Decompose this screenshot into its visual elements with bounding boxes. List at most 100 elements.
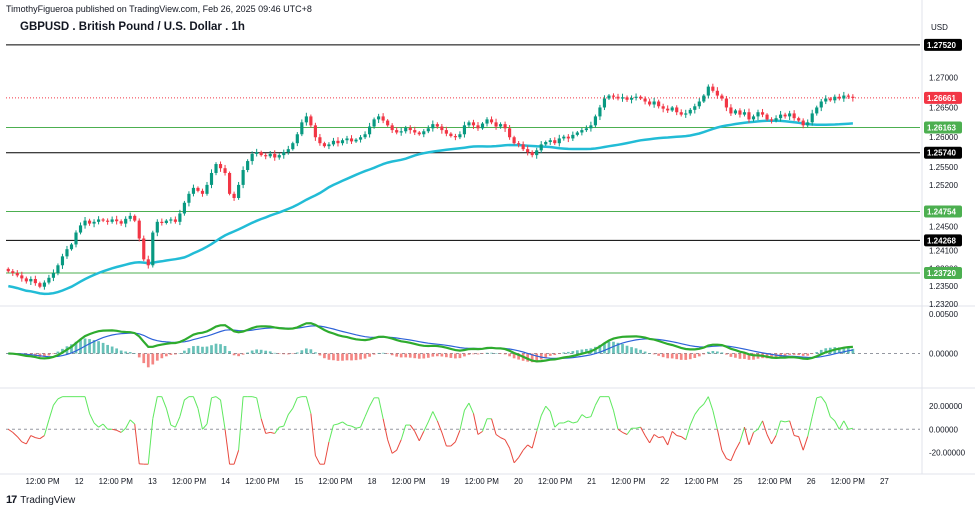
- price-level-tag: [924, 234, 962, 247]
- candle-body: [259, 152, 263, 156]
- oscillator-segment: [522, 444, 529, 451]
- x-tick-label: 12:00 PM: [318, 477, 353, 486]
- oscillator-segment: [202, 423, 208, 430]
- histogram-bar: [386, 353, 390, 355]
- histogram-bar: [350, 353, 353, 361]
- oscillator-segment: [360, 416, 366, 428]
- histogram-bar: [354, 353, 358, 361]
- candle-body: [652, 101, 656, 105]
- histogram-bar: [264, 350, 268, 354]
- candle-body: [589, 125, 593, 129]
- candle-body: [246, 161, 250, 170]
- histogram-bar: [607, 341, 611, 354]
- candle-body: [517, 143, 521, 145]
- oscillator-segment: [134, 423, 140, 464]
- candle-body: [223, 168, 227, 173]
- candle-body: [765, 114, 769, 120]
- candle-body: [110, 219, 114, 222]
- histogram-bar: [74, 341, 78, 354]
- histogram-bar: [666, 353, 670, 359]
- oscillator-segment: [802, 436, 809, 451]
- candle-body: [666, 108, 670, 111]
- histogram-bar: [463, 353, 466, 357]
- histogram-bar: [399, 353, 403, 358]
- histogram-bar: [341, 353, 344, 361]
- oscillator-segment: [378, 397, 384, 419]
- candle-body: [29, 278, 33, 282]
- candle-body: [440, 126, 444, 131]
- candle-body: [137, 220, 141, 239]
- histogram-bar: [625, 345, 629, 354]
- candle-body: [679, 112, 683, 115]
- candle-body: [575, 132, 579, 135]
- oscillator-segment: [757, 420, 763, 430]
- candle-body: [625, 97, 629, 100]
- oscillator-segment: [640, 426, 646, 436]
- histogram-bar: [693, 353, 697, 358]
- histogram-bar: [304, 348, 308, 354]
- oscillator-segment: [39, 435, 45, 440]
- histogram-bar: [417, 353, 421, 359]
- candle-body: [268, 153, 272, 157]
- price-level-label: 1.26163: [927, 124, 956, 133]
- histogram-bar: [535, 353, 539, 362]
- oscillator-segment: [98, 423, 104, 428]
- candle-body: [458, 134, 462, 138]
- oscillator-segment: [608, 396, 614, 411]
- histogram-bar: [842, 347, 846, 354]
- oscillator-segment: [369, 397, 375, 407]
- candle-body: [675, 107, 679, 113]
- tradingview-logo-icon: 17: [6, 494, 17, 506]
- histogram-bar: [688, 353, 692, 360]
- x-tick-label: 12: [75, 477, 84, 486]
- histogram-bar: [408, 353, 412, 358]
- oscillator-segment: [482, 418, 488, 432]
- candle-body: [417, 132, 421, 135]
- oscillator-segment: [780, 420, 786, 423]
- histogram-bar: [512, 353, 516, 359]
- y-tick-label: 1.24100: [929, 246, 958, 255]
- x-tick-label: 25: [734, 477, 743, 486]
- oscillator-segment: [355, 426, 361, 429]
- oscillator-segment: [333, 423, 339, 426]
- histogram-bar: [643, 351, 647, 354]
- histogram-bar: [390, 353, 394, 356]
- oscillator-segment: [305, 396, 312, 414]
- y-tick-label: 1.23200: [929, 300, 958, 309]
- histogram-bar: [160, 353, 164, 359]
- candle-body: [557, 138, 561, 144]
- candle-body: [173, 219, 177, 222]
- oscillator-segment: [491, 418, 497, 435]
- candle-body: [119, 221, 123, 224]
- candle-body: [327, 144, 331, 147]
- histogram-bar: [151, 353, 155, 365]
- histogram-bar: [205, 346, 209, 354]
- candle-body: [657, 101, 661, 107]
- oscillator-segment: [165, 408, 172, 426]
- oscillator-segment: [256, 397, 262, 419]
- candle-body: [322, 143, 327, 147]
- histogram-bar: [61, 348, 64, 354]
- candle-body: [837, 96, 841, 99]
- histogram-bar: [52, 353, 55, 355]
- oscillator-segment: [694, 408, 700, 415]
- candle-body: [851, 96, 855, 98]
- histogram-bar: [476, 353, 480, 355]
- histogram-bar: [435, 353, 439, 357]
- histogram-bar: [431, 353, 435, 357]
- oscillator-segment: [233, 450, 240, 465]
- histogram-bar: [146, 353, 150, 368]
- histogram-bar: [56, 351, 60, 354]
- oscillator-segment: [472, 413, 479, 435]
- histogram-bar: [598, 344, 602, 354]
- oscillator-segment: [612, 410, 619, 430]
- price-level-label: 1.24754: [927, 207, 956, 216]
- oscillator-segment: [292, 397, 298, 409]
- candle-body: [381, 116, 385, 121]
- candle-body: [598, 107, 602, 117]
- oscillator-segment: [568, 420, 574, 424]
- oscillator-segment: [328, 424, 334, 442]
- x-tick-label: 14: [221, 477, 230, 486]
- histogram-bar: [43, 353, 46, 357]
